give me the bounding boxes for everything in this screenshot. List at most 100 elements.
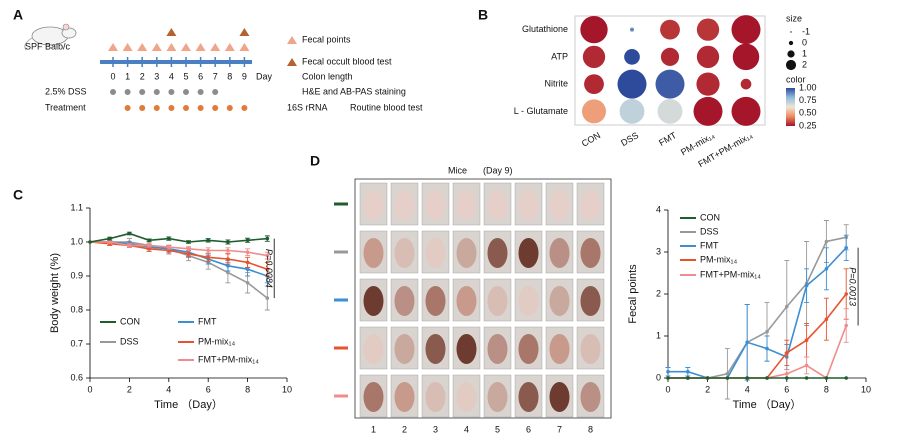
strain-label: SPF Balb/c [25, 41, 71, 51]
series-line [90, 241, 268, 277]
plot-frame [574, 15, 766, 126]
mouse-photo-tissue [518, 382, 539, 412]
x-tick-label: 8 [245, 384, 250, 394]
photo-column-label: 7 [557, 424, 562, 434]
data-point [745, 376, 749, 380]
day-label: Day [256, 71, 273, 81]
legend-label: DSS [700, 226, 719, 236]
size-legend-label: 1 [802, 48, 807, 58]
x-tick-label: 10 [861, 384, 871, 394]
treatment-dot [241, 105, 248, 111]
data-point [186, 252, 191, 256]
legend-label: CON [120, 316, 140, 326]
mouse-photo-tissue [487, 382, 508, 412]
mouse-photo-tissue [456, 286, 477, 316]
day-number: 7 [213, 71, 218, 81]
mouse-photo-tissue [518, 334, 539, 364]
data-point [167, 245, 171, 249]
fecal-triangle [224, 43, 235, 51]
y-tick-label: 1.1 [70, 202, 83, 212]
legend-triangle [287, 36, 297, 44]
bubble [582, 45, 606, 69]
data-point [666, 376, 670, 380]
data-point [824, 239, 829, 244]
bubble [696, 18, 720, 41]
data-point [785, 372, 789, 376]
mouse-photo-tissue [549, 382, 570, 412]
bubble [731, 96, 761, 126]
data-point [265, 236, 270, 241]
bubble [582, 99, 606, 124]
mouse-photo-tissue [580, 286, 601, 316]
bubble [580, 15, 608, 44]
treatment-dot [153, 105, 160, 111]
data-point [765, 330, 769, 334]
data-point [705, 376, 710, 380]
data-point [107, 240, 112, 244]
mouse-icon [24, 23, 77, 51]
fecal-triangle [195, 43, 206, 51]
fecal-triangle [137, 43, 148, 51]
x-tick-label: 4 [166, 384, 171, 394]
bubble [731, 15, 761, 45]
treatment-dot [168, 105, 175, 111]
mouse-photo-tissue [487, 334, 508, 364]
mouse-photo-tissue [518, 190, 539, 220]
x-tick-label: 2 [127, 384, 132, 394]
p-value: P=0.0084 [264, 249, 274, 288]
data-point [265, 267, 270, 272]
data-point [226, 257, 230, 261]
bubble [660, 19, 680, 40]
bubble [655, 69, 685, 99]
treatment-dot [197, 105, 204, 111]
data-point [206, 255, 210, 260]
data-point [167, 236, 171, 241]
colorbar-label: 0.75 [799, 95, 817, 105]
data-point [785, 376, 789, 380]
data-point [265, 296, 270, 300]
treatment-dot [124, 105, 131, 111]
data-point [186, 240, 191, 244]
bubble [693, 96, 723, 126]
mouse-photo-tissue [425, 238, 446, 268]
data-point [186, 247, 191, 251]
y-tick-label: 0.9 [70, 270, 83, 280]
data-point [245, 267, 250, 272]
endpoint: Colon length [302, 71, 353, 81]
p-value: P=0.0013 [848, 267, 858, 306]
day-number: 0 [110, 71, 115, 81]
day-number: 6 [198, 71, 203, 81]
dss-dot [212, 89, 219, 95]
data-point [226, 270, 230, 275]
panel-label: B [478, 7, 488, 23]
data-point [765, 346, 769, 351]
mouse-photo-tissue [363, 334, 384, 364]
size-legend-circle [785, 59, 797, 71]
legend-text: Fecal points [302, 34, 351, 44]
x-axis-title: Time （Day） [733, 398, 802, 411]
x-tick-label: 0 [665, 384, 670, 394]
data-point [804, 338, 809, 343]
photo-column-label: 2 [402, 424, 407, 434]
x-tick-label: FMT [657, 130, 678, 148]
y-tick-label: 1.0 [70, 236, 83, 246]
x-tick-label: 6 [206, 384, 211, 394]
dss-dot [124, 89, 131, 95]
bubble [696, 45, 720, 69]
data-point [107, 236, 112, 241]
fecal-triangle [166, 43, 177, 51]
fecal-triangle [108, 43, 118, 51]
mouse-photo-tissue [394, 238, 415, 268]
legend-label: PM-mix₁₄ [700, 254, 738, 264]
day-number: 2 [140, 71, 145, 81]
day-number: 1 [125, 71, 130, 81]
data-point [245, 260, 250, 265]
data-point [844, 323, 848, 328]
bubble [624, 49, 640, 65]
y-tick-label: Glutathione [522, 24, 568, 34]
day-number: 9 [242, 71, 247, 81]
fecal-triangle [181, 43, 191, 51]
dss-dot [139, 89, 146, 95]
mouse-photo-tissue [549, 334, 570, 364]
